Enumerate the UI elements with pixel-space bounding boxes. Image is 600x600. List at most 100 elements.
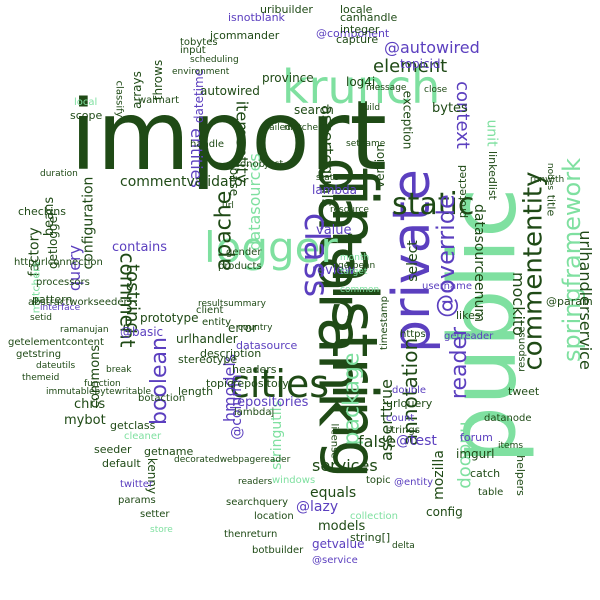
word-matcher: matcher <box>284 123 322 133</box>
word-param-at: @param <box>546 295 593 308</box>
word-repositories: repositories <box>232 395 309 410</box>
word-table: table <box>478 487 504 498</box>
word-message: message <box>366 83 407 93</box>
word-override: @override <box>431 194 460 318</box>
word-getbean: getbean <box>338 261 376 271</box>
word-topicrepository: topicrepository <box>206 377 289 390</box>
word-getclass: getclass <box>110 419 156 432</box>
word-integer: integer <box>340 23 380 36</box>
word-stringbuilder: string[] <box>350 531 391 544</box>
word-commentvalidator: commentvalidator <box>120 174 249 190</box>
word-count: count <box>386 413 415 424</box>
word-autowired-at: @autowired <box>384 38 480 57</box>
word-mozilla: mozilla <box>430 450 447 500</box>
word-local: local <box>74 97 98 108</box>
word-build: build <box>358 103 381 113</box>
word-windows: windows <box>272 475 316 486</box>
word-themeid: themeid <box>22 373 60 383</box>
word-canhandle: canhandle <box>340 11 398 24</box>
word-seeder: seeder <box>94 443 132 456</box>
word-component-at: @component <box>316 27 390 40</box>
word-basic-at: @basic <box>120 325 164 339</box>
word-lambda: lambda <box>312 183 357 197</box>
word-url: url <box>222 201 234 211</box>
word-config: config <box>426 505 463 519</box>
word-lazy: @lazy <box>296 499 339 515</box>
word-common: common <box>340 285 380 295</box>
word-exception: exception <box>400 90 415 150</box>
word-topic: topic <box>366 475 391 486</box>
word-twitter: twitter <box>120 479 153 490</box>
word-scope: scope <box>70 109 103 122</box>
word-resource: resource <box>330 205 369 215</box>
word-isnotblank: isnotblank <box>228 11 285 24</box>
word-interface: interface <box>40 303 81 313</box>
word-immutablebytewritable: immutablebytewritable <box>46 387 151 397</box>
word-collection: collection <box>350 511 398 522</box>
word-element: element <box>373 56 448 77</box>
word-autowired: autowired <box>200 84 260 98</box>
word-gender: gender <box>226 247 262 258</box>
word-break: break <box>106 365 132 375</box>
word-theneturn: thenreturn <box>224 529 278 540</box>
word-boolean: boolean <box>146 337 172 425</box>
word-test: @test <box>396 433 437 449</box>
word-function: function <box>84 379 121 389</box>
word-classify: classify <box>113 80 125 118</box>
word-datasource: datasource <box>236 339 298 352</box>
word-strings: strings <box>386 425 420 436</box>
word-urlquery: urlquery <box>386 397 433 410</box>
word-capture: capture <box>336 33 379 46</box>
word-title: title <box>544 194 558 217</box>
word-mybot: mybot <box>64 413 106 428</box>
word-duration: duration <box>40 169 78 179</box>
word-stereotype: stereotype <box>178 353 238 366</box>
word-products: products <box>218 261 262 272</box>
word-locale: locale <box>340 3 373 16</box>
word-entity: entity <box>202 317 232 328</box>
word-jsonobject: jsonobject <box>232 159 284 170</box>
word-timestamp: timestamp <box>378 296 390 350</box>
word-services: services <box>312 456 378 475</box>
word-month: month <box>340 253 370 263</box>
word-service-at: @service <box>312 555 358 566</box>
word-jcommander: jcommander <box>210 29 280 42</box>
word-botbuilder: botbuilder <box>252 545 304 556</box>
word-close: close <box>424 85 448 95</box>
word-response: response <box>516 326 528 372</box>
word-topicid: topicid <box>400 57 441 71</box>
word-import: import <box>70 80 387 192</box>
word-store: store <box>150 525 173 535</box>
word-province: province <box>262 71 314 85</box>
word-getstring: getstring <box>16 349 62 360</box>
word-prototype: prototype <box>140 311 199 325</box>
word-delta: delta <box>392 541 415 551</box>
word-environment: environment <box>172 67 230 77</box>
word-setid: setid <box>30 313 52 323</box>
word-description: description <box>200 347 262 360</box>
word-nodes: nodes <box>545 162 556 191</box>
word-searchquery: searchquery <box>226 497 289 508</box>
word-log4j: log4j <box>346 75 376 89</box>
word-chris: chris <box>74 397 106 412</box>
word-select: select <box>404 240 421 282</box>
word-getname: getname <box>144 445 194 458</box>
word-tweet: tweet <box>508 385 540 398</box>
word-https: https <box>400 329 426 340</box>
word-getelementcontent: getelementcontent <box>8 337 104 348</box>
word-static: static <box>392 187 475 222</box>
word-uribuilder: uribuilder <box>260 3 313 16</box>
word-input: input <box>180 45 206 56</box>
word-equals: equals <box>310 485 357 501</box>
word-params: params <box>118 495 156 506</box>
word-contains: contains <box>112 240 168 255</box>
word-default: default <box>102 457 141 470</box>
word-walmart: walmart <box>138 95 179 106</box>
word-length: length <box>178 385 214 398</box>
word-handle: handle <box>190 139 225 150</box>
word-target: target <box>340 267 368 277</box>
word-review: review <box>312 263 355 278</box>
word-bytes: bytes <box>432 101 468 116</box>
word-setname: setname <box>346 139 386 149</box>
